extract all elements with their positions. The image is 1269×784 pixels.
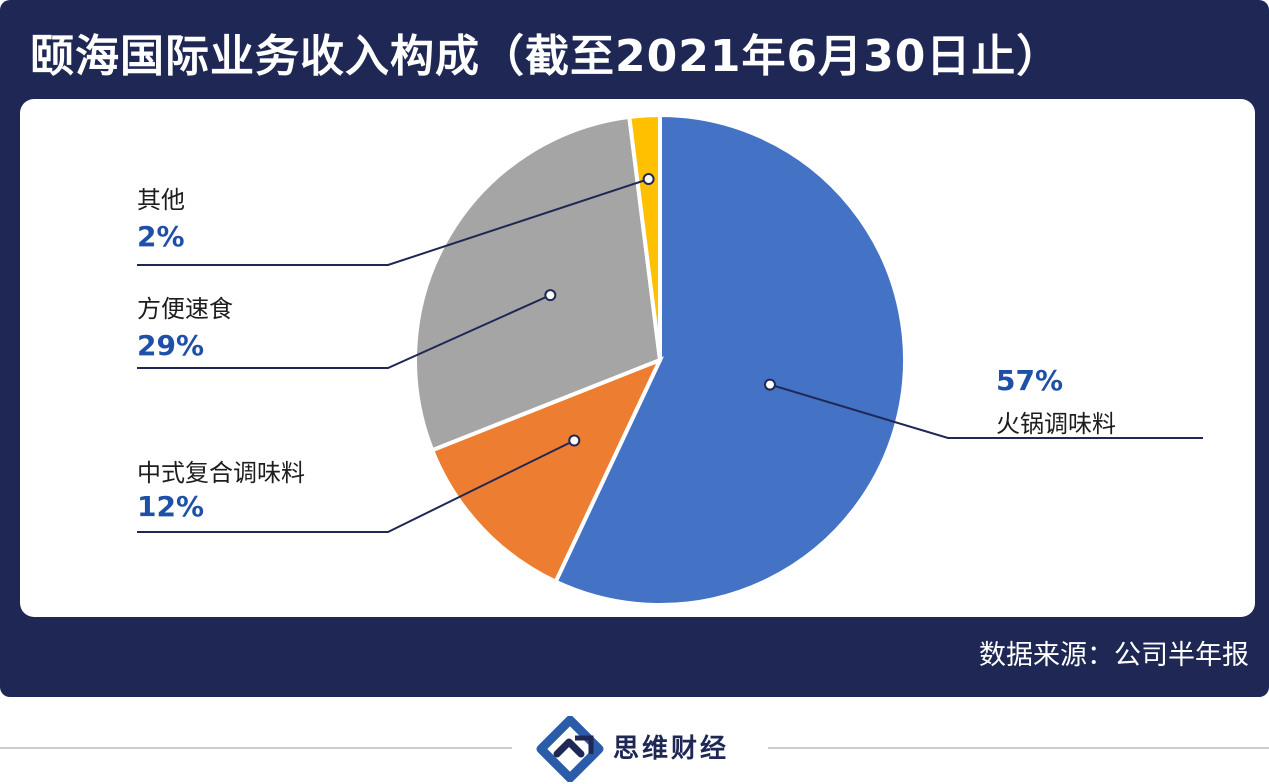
siwei-logo-icon [536,716,604,782]
leader-compound [137,439,575,533]
leader-other [137,178,649,266]
chart-frame: 颐海国际业务收入构成（截至2021年6月30日止） 其他 2% 方便速食 29%… [0,0,1269,697]
leader-instant-dot [544,289,557,302]
label-compound-seasoning-name: 中式复合调味料 [137,459,305,487]
leader-hotpot [769,383,1203,439]
brand-logo: 思维财经 [535,712,765,784]
slice-hotpot-seasoning [553,112,907,607]
chart-title: 颐海国际业务收入构成（截至2021年6月30日止） [30,31,1062,82]
label-instant-food-pct: 29% [137,329,205,362]
footer-divider-left [0,747,512,749]
leader-compound-dot [568,434,581,447]
slice-instant-food [413,114,663,453]
pie-chart [137,112,1203,607]
slice-compound-seasoning [429,356,664,585]
data-source: 数据来源：公司半年报 [979,640,1249,671]
leader-instant [137,294,551,369]
label-compound-seasoning-pct: 12% [137,490,205,523]
footer-divider-right [768,747,1269,749]
label-instant-food-name: 方便速食 [137,295,233,323]
label-other-pct: 2% [137,220,185,253]
leader-hotpot-dot [763,378,776,391]
label-other-name: 其他 [137,186,185,214]
leader-other-dot [642,173,655,186]
label-hotpot-name: 火锅调味料 [996,410,1116,438]
label-hotpot-pct: 57% [996,364,1064,397]
brand-name: 思维财经 [613,734,730,764]
